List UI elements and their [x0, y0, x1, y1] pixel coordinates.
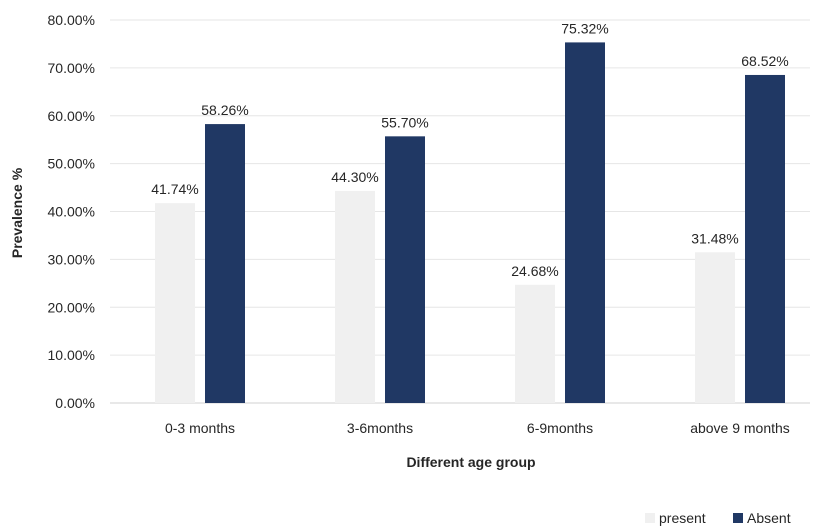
y-tick-label: 40.00% — [48, 204, 95, 220]
data-label: 24.68% — [511, 263, 558, 279]
bar-present — [155, 203, 195, 403]
y-tick-label: 0.00% — [55, 395, 95, 411]
y-tick-label: 80.00% — [48, 12, 95, 28]
x-tick-label: 0-3 months — [165, 420, 235, 436]
data-label: 55.70% — [381, 114, 428, 130]
x-tick-label: above 9 months — [690, 420, 790, 436]
bar-present — [695, 252, 735, 403]
bar-present — [335, 190, 375, 403]
y-tick-label: 50.00% — [48, 156, 95, 172]
y-axis-tick-labels: 0.00% 10.00% 20.00% 30.00% 40.00% 50.00% 60.00… — [48, 12, 95, 411]
data-label: 75.32% — [561, 20, 608, 36]
data-labels: 41.74% 58.26% 44.30% 55.70% 24.68% 75.32% 31.4… — [151, 20, 788, 278]
data-label: 31.48% — [691, 230, 738, 246]
y-tick-label: 10.00% — [48, 347, 95, 363]
y-tick-label: 20.00% — [48, 299, 95, 315]
bar-absent — [565, 42, 605, 404]
x-axis-title: Different age group — [406, 454, 535, 470]
legend-swatch-present — [645, 513, 655, 523]
y-tick-label: 70.00% — [48, 60, 95, 76]
y-tick-label: 60.00% — [48, 108, 95, 124]
legend-label-present: present — [659, 510, 706, 526]
y-tick-label: 30.00% — [48, 251, 95, 267]
x-axis-tick-labels: 0-3 months 3-6months 6-9months above 9 mont… — [165, 420, 790, 436]
bar-present — [515, 284, 555, 403]
data-label: 44.30% — [331, 169, 378, 185]
y-axis-title: Prevalence % — [9, 167, 25, 258]
bar-absent — [745, 74, 785, 403]
data-label: 58.26% — [201, 102, 248, 118]
legend-swatch-absent — [733, 513, 743, 523]
bar-absent — [385, 136, 425, 403]
data-label: 68.52% — [741, 53, 788, 69]
legend-label-absent: Absent — [747, 510, 791, 526]
x-tick-label: 6-9months — [527, 420, 593, 436]
bar-absent — [205, 124, 245, 403]
bars — [155, 42, 785, 404]
data-label: 41.74% — [151, 181, 198, 197]
legend: present Absent — [645, 510, 791, 526]
x-tick-label: 3-6months — [347, 420, 413, 436]
